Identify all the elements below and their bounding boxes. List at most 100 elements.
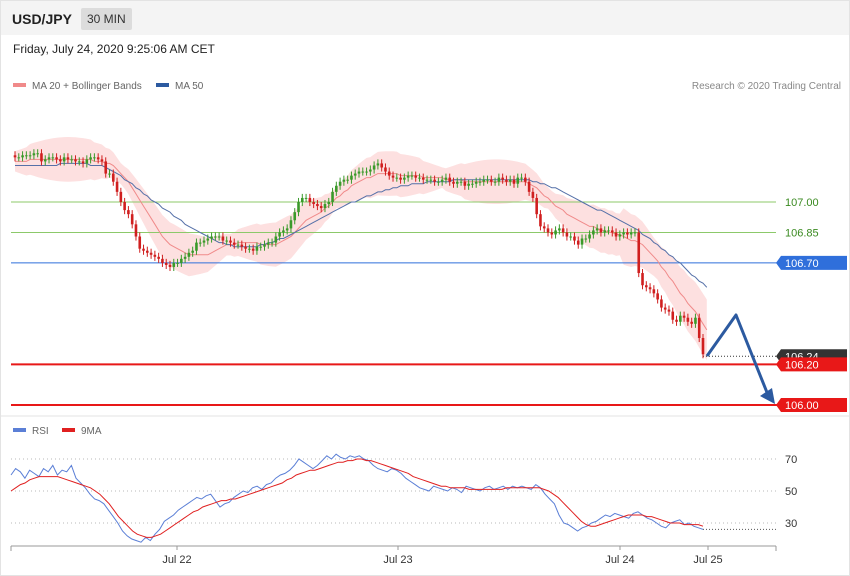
candle-body <box>592 230 595 235</box>
candle-body <box>694 317 697 324</box>
candle-body <box>384 167 387 172</box>
candle-body <box>471 183 474 185</box>
candle-body <box>437 181 440 183</box>
candle-body <box>501 177 504 180</box>
candle-body <box>119 191 123 202</box>
candle-body <box>100 159 104 162</box>
candle-body <box>353 173 357 176</box>
candle-body <box>85 159 89 164</box>
research-credit: Research © 2020 Trading Central <box>691 81 841 92</box>
candle-body <box>527 181 531 192</box>
candle-body <box>93 157 96 159</box>
candle-body <box>134 224 138 237</box>
candle-body <box>675 319 678 322</box>
candle-body <box>13 155 17 158</box>
candle-body <box>146 250 149 253</box>
candle-body <box>191 250 194 253</box>
x-tick-label-2: Jul 24 <box>605 554 634 566</box>
level-tag-106.20 <box>776 357 847 372</box>
candle-body <box>127 210 130 215</box>
candle-body <box>17 157 21 159</box>
candle-body <box>316 204 319 207</box>
candle-body <box>697 317 701 339</box>
candle-body <box>660 299 663 308</box>
candle-body <box>111 173 115 182</box>
candle-body <box>671 311 675 320</box>
candle-body <box>104 161 108 174</box>
candle-body <box>372 165 376 170</box>
candle-body <box>663 307 667 310</box>
candle-body <box>610 230 614 233</box>
candle-body <box>395 177 399 179</box>
candle-body <box>289 220 293 229</box>
candle-body <box>240 244 244 247</box>
candle-body <box>244 246 247 249</box>
level-label-106.70: 106.70 <box>785 258 819 270</box>
candle-body <box>62 157 66 162</box>
rsi-tick-50: 50 <box>785 486 797 498</box>
candle-body <box>115 181 119 192</box>
candle-body <box>225 240 228 242</box>
legend-ma50: MA 50 <box>156 81 203 93</box>
candle-body <box>153 254 157 257</box>
level-tag-106.00 <box>776 398 847 412</box>
candle-body <box>51 157 55 159</box>
candle-body <box>414 175 418 178</box>
candle-body <box>561 228 565 233</box>
candle-body <box>686 317 690 322</box>
candle-body <box>59 159 62 162</box>
candle-body <box>482 179 486 182</box>
candle-body <box>55 157 58 160</box>
candle-body <box>81 161 85 164</box>
legend-9ma: 9MA <box>62 426 102 438</box>
candle-body <box>28 155 32 157</box>
legend-swatch-ma20 <box>13 83 26 88</box>
candle-body <box>448 177 452 182</box>
candle-body <box>157 256 160 259</box>
candle-body <box>463 181 467 186</box>
timeframe-badge[interactable]: 30 MIN <box>81 8 132 30</box>
candle-body <box>603 230 607 233</box>
candle-body <box>312 202 315 205</box>
forecast-arrow <box>705 313 772 401</box>
legend-ma20: MA 20 + Bollinger Bands <box>13 81 142 93</box>
candle-body <box>297 202 300 213</box>
legend-label-ma20: MA 20 + Bollinger Bands <box>32 81 142 92</box>
candle-body <box>266 242 270 245</box>
candle-body <box>599 228 603 233</box>
candle-body <box>444 177 448 180</box>
candle-body <box>644 285 648 288</box>
candle-body <box>161 258 164 263</box>
legend-swatch-rsi <box>13 428 26 433</box>
candle-body <box>319 206 323 209</box>
candle-body <box>255 246 259 251</box>
candle-body <box>108 173 111 175</box>
symbol-title: USD/JPY <box>12 11 72 27</box>
candles-group <box>13 149 705 359</box>
candle-body <box>331 191 334 202</box>
candle-body <box>369 169 372 172</box>
chart-datetime: Friday, July 24, 2020 9:25:06 AM CET <box>13 42 215 56</box>
candle-body <box>622 232 625 235</box>
level-tag-106.70 <box>776 255 847 270</box>
candle-body <box>89 157 92 160</box>
legend-rsi: RSI <box>13 426 49 438</box>
candle-body <box>70 159 74 161</box>
candle-body <box>232 242 236 245</box>
legend-label-rsi: RSI <box>32 426 49 437</box>
candle-body <box>142 248 145 251</box>
candle-body <box>584 238 588 240</box>
candle-body <box>573 236 576 241</box>
candle-body <box>682 315 686 318</box>
candle-body <box>637 232 641 274</box>
candle-body <box>210 236 213 239</box>
candle-body <box>546 228 550 233</box>
candle-body <box>47 157 51 160</box>
candle-body <box>342 179 346 182</box>
rsi-series-9MA <box>10 458 704 538</box>
candle-body <box>130 214 134 225</box>
candle-body <box>380 163 383 168</box>
candle-body <box>580 238 584 245</box>
candle-body <box>512 179 516 184</box>
candle-body <box>248 248 251 250</box>
